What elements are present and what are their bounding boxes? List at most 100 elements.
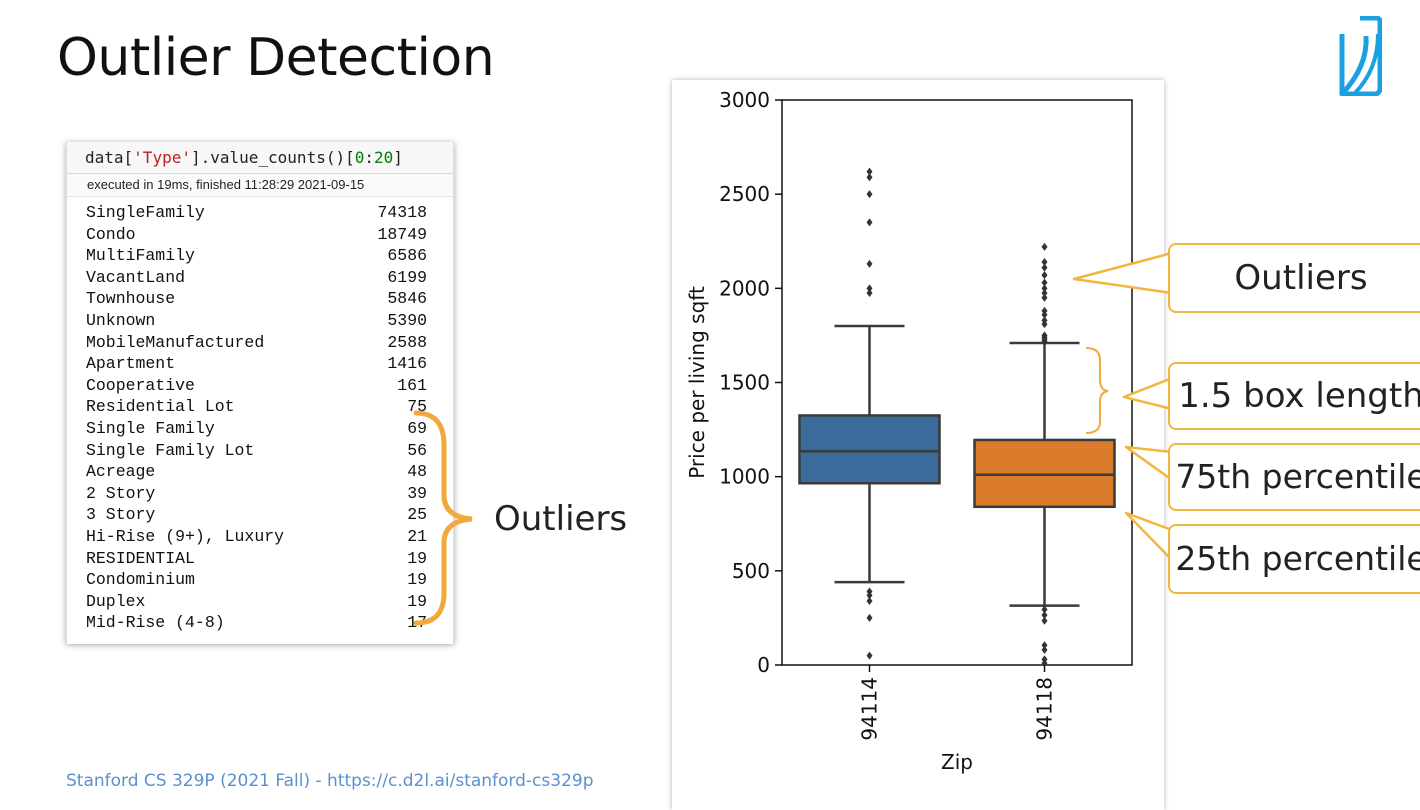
- type-count: 18749: [377, 224, 427, 244]
- code-slice-start: 0: [354, 148, 365, 167]
- output-row: 3 Story 25: [67, 504, 453, 526]
- type-name: Condominium: [86, 570, 195, 590]
- outlier-point: [866, 173, 873, 182]
- output-row: Apartment 1416: [67, 353, 453, 375]
- x-tick-label: 94114: [858, 677, 882, 741]
- output-row: MultiFamily 6586: [67, 245, 453, 267]
- outlier-point: [1041, 611, 1048, 620]
- type-name: RESIDENTIAL: [86, 548, 195, 568]
- outlier-point: [866, 167, 873, 176]
- output-row: Unknown 5390: [67, 310, 453, 332]
- type-count: 19: [407, 591, 427, 611]
- output-row: SingleFamily 74318: [67, 202, 453, 224]
- output-row: Single Family Lot 56: [67, 440, 453, 462]
- output-row: VacantLand 6199: [67, 267, 453, 289]
- outlier-point: [866, 284, 873, 293]
- slide-title: Outlier Detection: [57, 28, 495, 88]
- callout-outliers: Outliers: [1168, 243, 1420, 313]
- cell-output: SingleFamily 74318 Condo 18749 MultiFamily 65…: [67, 197, 453, 634]
- type-name: MultiFamily: [86, 246, 195, 266]
- type-name: Townhouse: [86, 289, 176, 309]
- type-name: Unknown: [86, 310, 156, 330]
- type-count: 56: [407, 440, 427, 460]
- type-count: 6586: [387, 246, 427, 266]
- output-row: Acreage 48: [67, 461, 453, 483]
- outlier-point: [1041, 320, 1048, 329]
- outlier-point: [1041, 616, 1048, 625]
- boxplot-chart: 0 500 1000 1500 2000 2500 3000 Price per living…: [685, 88, 1133, 774]
- x-axis-label: Zip: [941, 750, 973, 774]
- type-name: Duplex: [86, 591, 146, 611]
- y-tick-label: 2500: [719, 182, 770, 206]
- type-count: 5846: [387, 289, 427, 309]
- outlier-point: [1041, 289, 1048, 298]
- type-count: 74318: [377, 203, 427, 222]
- code-colon: :: [364, 148, 375, 167]
- output-row: RESIDENTIAL 19: [67, 548, 453, 570]
- outliers-label: Outliers: [494, 499, 628, 539]
- output-row: Condo 18749: [67, 224, 453, 246]
- outlier-point: [1041, 293, 1048, 302]
- output-row: Cooperative 161: [67, 375, 453, 397]
- y-tick-label: 1500: [719, 371, 770, 395]
- type-count: 19: [407, 570, 427, 590]
- output-row: Hi-Rise (9+), Luxury 21: [67, 526, 453, 548]
- outlier-point: [866, 289, 873, 298]
- y-tick-label: 1000: [719, 465, 770, 489]
- output-row: Single Family 69: [67, 418, 453, 440]
- output-row: MobileManufactured 2588: [67, 332, 453, 354]
- code-mid: ].value_counts()[: [190, 148, 355, 167]
- type-name: Apartment: [86, 354, 176, 374]
- outlier-point: [1041, 645, 1048, 654]
- type-count: 161: [397, 375, 427, 395]
- type-count: 6199: [387, 267, 427, 287]
- outlier-point: [866, 190, 873, 199]
- type-count: 48: [407, 462, 427, 482]
- outlier-point: [1041, 337, 1048, 346]
- execution-info: executed in 19ms, finished 11:28:29 2021…: [67, 174, 453, 197]
- outlier-point: [866, 613, 873, 622]
- type-name: Hi-Rise (9+), Luxury: [86, 526, 285, 546]
- outlier-point: [1041, 271, 1048, 280]
- x-tick-label: 94118: [1033, 677, 1057, 741]
- y-tick-label: 3000: [719, 88, 770, 112]
- code-suffix: ]: [393, 148, 403, 167]
- callout-box-length: 1.5 box length: [1168, 362, 1420, 430]
- outlier-point: [866, 591, 873, 600]
- outlier-point: [1041, 263, 1048, 272]
- output-row: Duplex 19: [67, 591, 453, 613]
- plot-frame: [781, 99, 1133, 666]
- footer-link[interactable]: Stanford CS 329P (2021 Fall) - https://c…: [66, 771, 594, 791]
- outlier-point: [1041, 641, 1048, 650]
- outlier-point: [866, 259, 873, 268]
- outlier-point: [866, 651, 873, 660]
- code-input[interactable]: data['Type'].value_counts()[0:20]: [67, 142, 453, 174]
- output-row: Mid-Rise (4-8) 17: [67, 612, 453, 634]
- output-row: Townhouse 5846: [67, 288, 453, 310]
- type-count: 1416: [387, 354, 427, 374]
- outlier-point: [866, 596, 873, 605]
- type-name: Cooperative: [86, 375, 195, 395]
- boxplot-panel: 0 500 1000 1500 2000 2500 3000 Price per living…: [672, 80, 1164, 810]
- type-count: 19: [407, 548, 427, 568]
- outlier-point: [1041, 278, 1048, 287]
- type-count: 69: [407, 418, 427, 438]
- type-count: 39: [407, 483, 427, 503]
- y-axis-label: Price per living sqft: [685, 286, 709, 479]
- y-tick-label: 2000: [719, 276, 770, 300]
- box-94114: [798, 414, 941, 485]
- output-row: Residential Lot 75: [67, 396, 453, 418]
- code-string: 'Type': [133, 148, 191, 167]
- d2l-logo-icon: [1339, 16, 1382, 96]
- type-name: Single Family Lot: [86, 440, 255, 460]
- type-name: Mid-Rise (4-8): [86, 613, 225, 633]
- outlier-point: [1041, 605, 1048, 614]
- type-name: 2 Story: [86, 483, 156, 503]
- type-name: Residential Lot: [86, 397, 235, 417]
- y-tick-label: 0: [757, 653, 770, 677]
- type-count: 5390: [387, 310, 427, 330]
- type-count: 25: [407, 505, 427, 525]
- type-count: 21: [407, 526, 427, 546]
- outlier-point: [1041, 659, 1048, 668]
- notebook-cell: data['Type'].value_counts()[0:20] execut…: [66, 142, 454, 644]
